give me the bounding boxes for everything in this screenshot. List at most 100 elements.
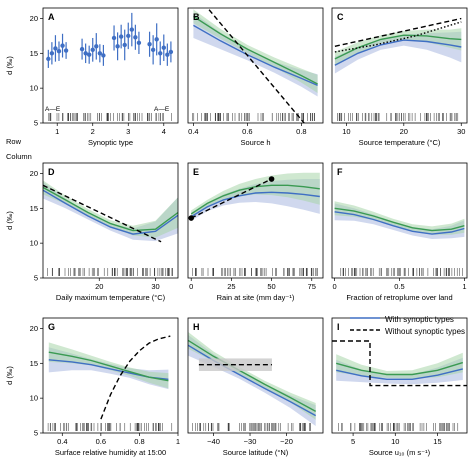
plot-area: [332, 340, 467, 431]
band-with-synoptic: [336, 357, 463, 385]
x-tick-label: 0: [189, 282, 193, 291]
panel-frame: [42, 317, 179, 434]
series-line-with-synoptic: [188, 344, 317, 417]
x-tick-label: 20: [400, 127, 408, 136]
data-point: [150, 47, 156, 53]
panel-f: F 0 0.5 1 Fraction of retroplume over land: [331, 162, 468, 302]
data-point: [115, 44, 120, 49]
x-tick-label: 30: [151, 282, 159, 291]
y-axis-label: d (‰): [5, 366, 14, 385]
data-point: [111, 35, 117, 41]
series-line-without-synoptic-dashed: [100, 335, 171, 420]
band-without-synoptic: [334, 28, 462, 66]
data-point: [158, 51, 163, 56]
panel-e: E 0 25 50 75 Rain at site (mm day⁻¹): [187, 162, 324, 302]
data-point: [63, 48, 69, 53]
x-tick-label: 10: [391, 437, 399, 446]
x-tick-label: 0.6: [242, 127, 252, 136]
plot-area: [43, 180, 178, 276]
panel-frame: [42, 7, 179, 124]
data-point: [90, 47, 95, 53]
panel-frame: [187, 317, 324, 434]
series-line-without-synoptic-dashed: [190, 178, 272, 219]
x-tick-label: −20: [280, 437, 293, 446]
rug-ticks: [192, 113, 315, 121]
panel-frame: [331, 317, 468, 434]
x-tick-label: 1: [55, 127, 59, 136]
x-tick-label: −30: [244, 437, 257, 446]
series-line-without-synoptic: [334, 34, 462, 60]
y-tick-label: 10: [30, 239, 38, 248]
panel-frame: [187, 162, 324, 279]
plot-area: [334, 17, 462, 121]
x-tick-label: 3: [126, 127, 130, 136]
data-point: [165, 52, 170, 57]
band-without-synoptic: [43, 180, 178, 238]
y-axis-label: d (‰): [5, 56, 14, 75]
series-line-dotted: [334, 21, 462, 53]
panel-letter: H: [193, 322, 200, 332]
x-tick-label: 0.5: [394, 282, 404, 291]
panel-frame: [187, 7, 324, 124]
data-point: [161, 45, 166, 50]
endpoint-marker: [268, 176, 275, 182]
series-line-with-synoptic: [43, 189, 178, 235]
x-axis-label: Source h: [240, 138, 270, 147]
data-point: [168, 49, 174, 55]
series-line-without-synoptic-dashed: [43, 184, 162, 243]
rug-ticks: [47, 423, 173, 431]
rug-ticks: [337, 113, 459, 121]
panel-letter: E: [193, 167, 199, 177]
data-point: [101, 53, 106, 58]
rug-ticks: [338, 423, 459, 431]
data-point: [97, 51, 103, 56]
column-label: Column: [6, 152, 32, 161]
x-tick-label: 20: [95, 282, 103, 291]
series-line-with-synoptic: [336, 368, 463, 380]
endpoint-marker: [188, 215, 195, 221]
series-line-with-synoptic: [334, 39, 462, 66]
series-line-with-synoptic: [190, 191, 320, 218]
series-line-without-synoptic-dashed: [334, 17, 462, 47]
band-without-synoptic: [336, 352, 463, 379]
x-tick-label: 4: [162, 127, 166, 136]
rug-ticks: [48, 113, 172, 121]
panel-h: H −40 −30 −20 Source latitude (°N): [187, 317, 324, 457]
data-point: [56, 49, 62, 54]
panel-frame: [42, 162, 179, 279]
data-point: [79, 46, 85, 52]
x-tick-label: 50: [267, 282, 275, 291]
rug-ticks: [47, 268, 173, 276]
panel-letter: B: [193, 12, 200, 22]
plot-area: [46, 12, 174, 121]
x-axis-label: Source latitude (°N): [223, 448, 289, 457]
plot-area: [188, 331, 317, 431]
panel-d: D 20 30 Daily maximum temperature (°C) 5 10 15…: [5, 162, 179, 302]
x-axis-label: Rain at site (mm day⁻¹): [217, 293, 295, 302]
y-axis-label: d (‰): [5, 211, 14, 230]
y-tick-label: 15: [30, 204, 38, 213]
rug-ticks: [192, 268, 318, 276]
panel-letter: I: [337, 322, 340, 332]
data-point: [94, 44, 99, 49]
series-line-without-synoptic-dashed: [206, 8, 305, 123]
x-tick-label: 0.4: [188, 127, 198, 136]
x-tick-label: 10: [342, 127, 350, 136]
plot-area: [188, 172, 320, 276]
x-axis-label: Surface relative humidity at 15:00: [55, 448, 166, 457]
x-tick-label: 2: [91, 127, 95, 136]
y-tick-label: 5: [34, 429, 38, 438]
band-without-synoptic: [191, 172, 320, 218]
panel-g: G 0.4 0.6 0.8 1 Surface relative humidity at …: [5, 317, 180, 457]
data-point: [86, 52, 92, 57]
y-tick-label: 5: [34, 119, 38, 128]
series-line-without-synoptic: [334, 207, 465, 232]
series-line-with-synoptic: [193, 24, 318, 87]
x-tick-label: 0.4: [57, 437, 67, 446]
panel-letter: C: [337, 12, 344, 22]
plot-area: [334, 201, 465, 276]
data-point: [118, 34, 124, 39]
x-tick-label: 75: [308, 282, 316, 291]
